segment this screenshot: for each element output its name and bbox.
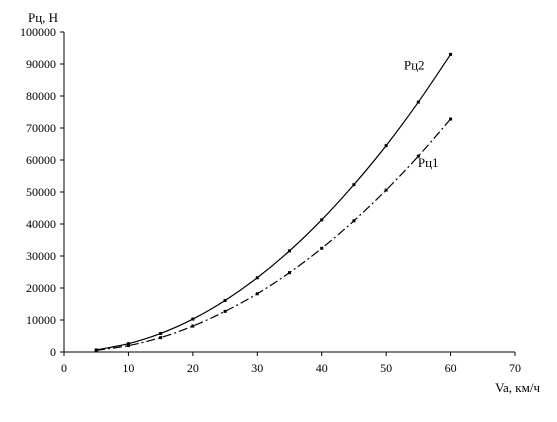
data-point (159, 331, 163, 335)
y-tick-label: 90000 (26, 57, 56, 71)
y-tick-label: 50000 (26, 185, 56, 199)
data-point (191, 317, 195, 321)
data-point (126, 342, 130, 346)
data-point (352, 183, 356, 187)
x-tick-label: 0 (61, 361, 67, 375)
series-label: Pц2 (404, 57, 425, 72)
series-label: Pц1 (418, 155, 439, 170)
data-point (416, 100, 420, 104)
y-tick-label: 30000 (26, 249, 56, 263)
y-ticks: 0 10000 20000 30000 40000 50000 60000 70000 8000… (20, 25, 64, 359)
x-tick-label: 30 (251, 361, 263, 375)
series-line (96, 54, 452, 351)
series: Pц2 Pц1 (94, 52, 453, 352)
data-point (288, 249, 291, 253)
data-point (159, 336, 163, 340)
y-tick-label: 10000 (26, 313, 56, 327)
x-tick-label: 50 (380, 361, 392, 375)
data-point (352, 219, 356, 223)
data-point (223, 298, 227, 302)
series-line (96, 118, 452, 351)
y-axis-title: Pц, Н (28, 10, 58, 25)
data-point (449, 117, 453, 121)
series-2: Pц1 (94, 117, 453, 352)
data-point (384, 144, 388, 148)
y-tick-label: 80000 (26, 89, 56, 103)
data-point (126, 344, 130, 348)
x-tick-label: 40 (316, 361, 328, 375)
x-tick-label: 70 (509, 361, 521, 375)
y-tick-label: 40000 (26, 217, 56, 231)
data-point (223, 309, 227, 313)
axes (63, 32, 515, 353)
x-axis-title: Va, км/ч (495, 380, 540, 395)
series-1: Pц2 (94, 52, 453, 352)
data-point (255, 292, 259, 296)
x-tick-label: 20 (187, 361, 199, 375)
data-point (320, 246, 324, 250)
y-tick-label: 60000 (26, 153, 56, 167)
y-tick-label: 100000 (20, 25, 56, 39)
y-tick-label: 70000 (26, 121, 56, 135)
data-point (94, 348, 98, 352)
data-point (255, 276, 259, 280)
x-tick-label: 60 (445, 361, 457, 375)
data-point (384, 188, 388, 192)
y-tick-label: 20000 (26, 281, 56, 295)
data-point (320, 218, 324, 222)
data-point (449, 52, 453, 56)
data-point (191, 324, 195, 328)
data-point (288, 271, 291, 275)
x-ticks: 0 10 20 30 40 50 60 70 (61, 352, 521, 375)
y-tick-label: 0 (50, 345, 56, 359)
data-point (416, 154, 420, 158)
x-tick-label: 10 (122, 361, 134, 375)
